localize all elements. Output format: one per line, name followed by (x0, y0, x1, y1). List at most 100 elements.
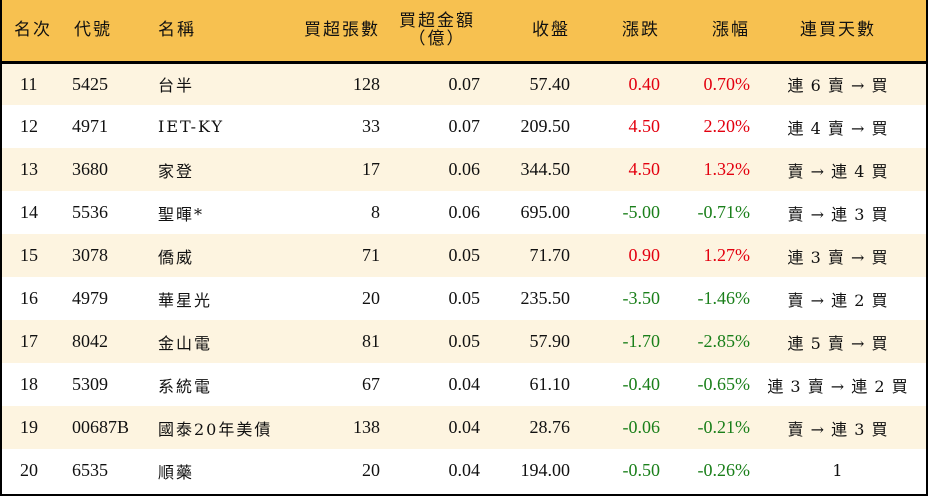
cell-buy-amount: 0.05 (448, 331, 481, 351)
cell-change-pct: 1.32% (703, 159, 751, 179)
cell-close: 61.10 (529, 374, 571, 394)
cell-code: 8042 (72, 331, 108, 351)
cell-code: 00687B (72, 417, 130, 437)
cell-close: 71.70 (529, 245, 571, 265)
table-row: 12 4971 IET-KY 33 0.07 209.50 4.50 2.20%… (2, 105, 926, 148)
cell-change: 4.50 (628, 159, 661, 179)
cell-close: 695.00 (520, 202, 571, 222)
cell-streak: 賣 → 連 2 買 (787, 290, 889, 310)
cell-rank: 11 (20, 73, 38, 94)
header-streak: 連買天數 (750, 0, 926, 64)
cell-buy-amount: 0.07 (448, 116, 481, 136)
table-row: 14 5536 聖暉* 8 0.06 695.00 -5.00 -0.71% 賣… (2, 191, 926, 234)
cell-code: 6535 (72, 460, 108, 480)
header-close: 收盤 (480, 0, 570, 64)
cell-close: 28.76 (529, 417, 571, 437)
header-buy-amount: 買超金額 （億） (380, 0, 480, 64)
cell-change: -0.06 (622, 417, 661, 437)
cell-name: 僑威 (158, 247, 195, 267)
cell-buy-lots: 138 (353, 417, 380, 437)
cell-code: 3680 (72, 159, 108, 179)
cell-change-pct: -0.65% (697, 374, 751, 394)
cell-buy-amount: 0.04 (448, 460, 481, 480)
cell-change: -0.50 (622, 460, 661, 480)
cell-close: 344.50 (520, 159, 571, 179)
cell-change: 0.40 (628, 73, 661, 94)
cell-change-pct: -1.46% (697, 288, 751, 308)
table-row: 16 4979 華星光 20 0.05 235.50 -3.50 -1.46% … (2, 277, 926, 320)
cell-code: 5309 (72, 374, 108, 394)
cell-streak: 連 6 賣 → 買 (787, 76, 889, 96)
cell-buy-lots: 67 (362, 374, 380, 394)
table-row: 15 3078 僑威 71 0.05 71.70 0.90 1.27% 連 3 … (2, 234, 926, 277)
table-row: 19 00687B 國泰20年美債 138 0.04 28.76 -0.06 -… (2, 406, 926, 449)
cell-close: 194.00 (520, 460, 571, 480)
cell-name: 聖暉* (158, 204, 205, 224)
cell-buy-amount: 0.04 (448, 417, 481, 437)
cell-change-pct: -0.71% (697, 202, 751, 222)
header-buy-amount-line2: （億） (408, 29, 466, 50)
cell-change-pct: 1.27% (703, 245, 751, 265)
cell-code: 5536 (72, 202, 108, 222)
cell-code: 4979 (72, 288, 108, 308)
cell-change: -0.40 (622, 374, 661, 394)
cell-close: 57.90 (529, 331, 571, 351)
cell-change-pct: 2.20% (703, 116, 751, 136)
table-header-row: 名次 代號 名稱 買超張數 買超金額 （億） 收盤 漲跌 漲幅 連買天數 (2, 0, 926, 64)
header-buy-amount-line1: 買超金額 (399, 11, 475, 32)
cell-change: -1.70 (622, 331, 661, 351)
cell-change-pct: -0.21% (697, 417, 751, 437)
cell-name: 華星光 (158, 290, 213, 310)
cell-buy-amount: 0.05 (448, 245, 481, 265)
cell-rank: 19 (20, 417, 38, 437)
cell-change-pct: -0.26% (697, 460, 751, 480)
cell-rank: 13 (20, 159, 38, 179)
cell-buy-lots: 33 (362, 116, 380, 136)
cell-buy-amount: 0.06 (448, 202, 481, 222)
cell-code: 3078 (72, 245, 108, 265)
table-row: 20 6535 順藥 20 0.04 194.00 -0.50 -0.26% 1 (2, 449, 926, 492)
header-change-pct: 漲幅 (660, 0, 750, 64)
header-rank: 名次 (2, 0, 64, 64)
header-change: 漲跌 (570, 0, 660, 64)
header-code: 代號 (64, 0, 146, 64)
cell-buy-lots: 8 (371, 202, 380, 222)
cell-code: 5425 (72, 73, 108, 94)
cell-buy-amount: 0.05 (448, 288, 481, 308)
cell-buy-lots: 71 (362, 245, 380, 265)
cell-name: 金山電 (158, 333, 213, 353)
cell-rank: 17 (20, 331, 38, 351)
cell-name: 台半 (158, 76, 195, 96)
cell-close: 209.50 (520, 116, 571, 136)
cell-close: 57.40 (529, 73, 571, 94)
cell-buy-lots: 81 (362, 331, 380, 351)
cell-buy-amount: 0.07 (448, 73, 481, 94)
cell-buy-amount: 0.06 (448, 159, 481, 179)
cell-rank: 20 (20, 460, 38, 480)
cell-change: 0.90 (628, 245, 661, 265)
cell-rank: 15 (20, 245, 38, 265)
table-row: 11 5425 台半 128 0.07 57.40 0.40 0.70% 連 6… (2, 62, 926, 105)
cell-name: IET-KY (158, 117, 225, 136)
table-row: 17 8042 金山電 81 0.05 57.90 -1.70 -2.85% 連… (2, 320, 926, 363)
cell-name: 系統電 (158, 376, 213, 396)
cell-rank: 12 (20, 116, 38, 136)
cell-buy-amount: 0.04 (448, 374, 481, 394)
cell-change-pct: -2.85% (697, 331, 751, 351)
table-row: 18 5309 系統電 67 0.04 61.10 -0.40 -0.65% 連… (2, 363, 926, 406)
cell-close: 235.50 (520, 288, 571, 308)
cell-streak: 連 4 賣 → 買 (787, 118, 889, 138)
cell-streak: 連 3 賣 → 連 2 買 (767, 376, 909, 396)
cell-streak: 連 3 賣 → 買 (787, 247, 889, 267)
cell-streak: 賣 → 連 3 買 (787, 204, 889, 224)
cell-change: -5.00 (622, 202, 661, 222)
table-row: 13 3680 家登 17 0.06 344.50 4.50 1.32% 賣 →… (2, 148, 926, 191)
cell-buy-lots: 20 (362, 288, 380, 308)
cell-buy-lots: 17 (362, 159, 380, 179)
cell-streak: 賣 → 連 3 買 (787, 419, 889, 439)
cell-streak: 賣 → 連 4 買 (787, 161, 889, 181)
cell-rank: 18 (20, 374, 38, 394)
cell-name: 家登 (158, 161, 195, 181)
